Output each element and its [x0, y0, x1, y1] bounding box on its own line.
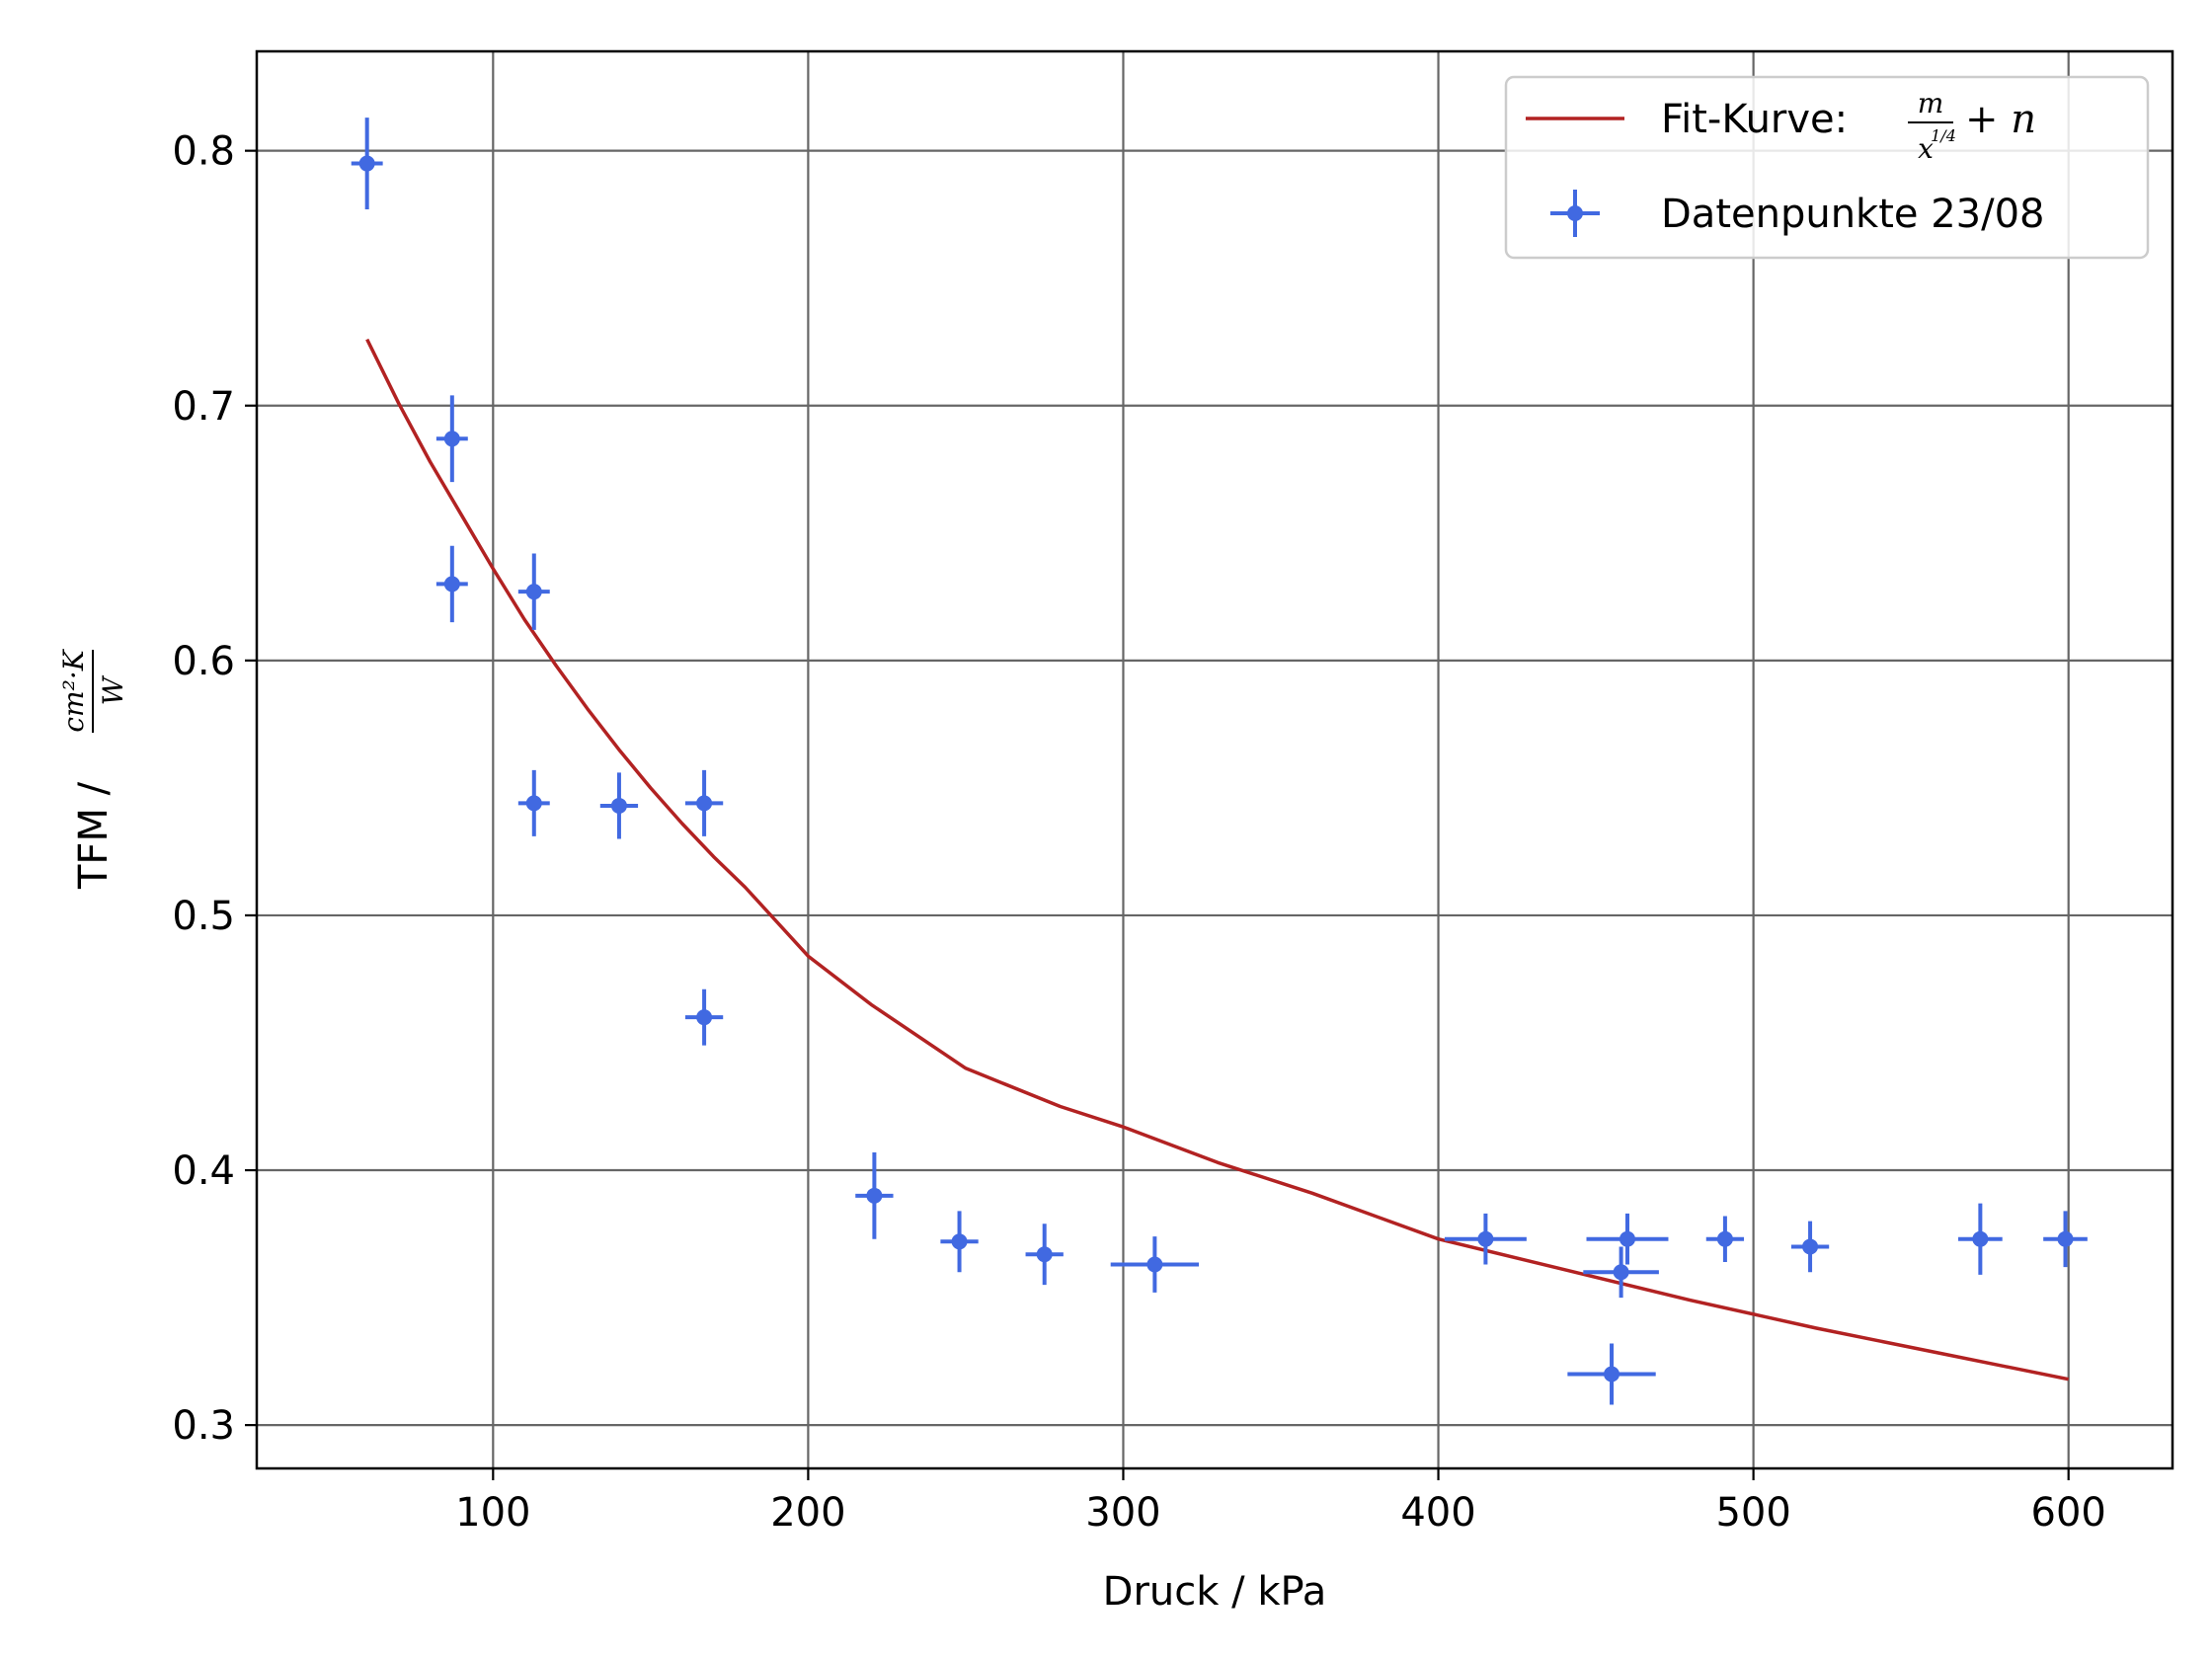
legend: Fit-Kurve: m x 1/4 + n Datenpunkte 23/08 [1506, 77, 2148, 258]
y-tick-label: 0.4 [172, 1148, 235, 1194]
data-point [1958, 1204, 2003, 1275]
y-tick-label: 0.6 [172, 639, 235, 684]
data-point-marker [359, 156, 375, 172]
y-axis-label-numerator: cm²·K [57, 648, 90, 732]
y-axis-label: TFM / cm²·K W [57, 648, 129, 890]
plot-frame [257, 51, 2172, 1468]
data-point-marker [1146, 1257, 1162, 1273]
data-point [1791, 1222, 1829, 1273]
data-point [855, 1152, 893, 1239]
data-point-marker [1620, 1231, 1635, 1247]
data-point-marker [611, 798, 627, 814]
data-point [1706, 1216, 1744, 1261]
legend-formula-denominator-exponent: 1/4 [1931, 126, 1956, 145]
data-point [600, 772, 638, 838]
legend-formula-suffix: + n [1965, 97, 2036, 142]
data-layer [352, 118, 2088, 1404]
data-point [518, 770, 550, 836]
data-point [685, 989, 723, 1046]
data-point-marker [1037, 1246, 1053, 1262]
grid-layer [257, 51, 2172, 1468]
data-point-marker [2058, 1231, 2074, 1247]
x-tick-label: 200 [770, 1490, 845, 1536]
data-point [352, 118, 383, 209]
data-point-marker [696, 1009, 712, 1025]
data-point-marker [1972, 1231, 1988, 1247]
legend-data-label: Datenpunkte 23/08 [1661, 192, 2045, 237]
x-tick-label: 100 [455, 1490, 530, 1536]
data-point-marker [1802, 1238, 1818, 1254]
data-point-marker [952, 1233, 968, 1249]
y-tick-label: 0.3 [172, 1403, 235, 1449]
y-axis-label-denominator: W [97, 674, 129, 705]
data-point-marker [1477, 1231, 1493, 1247]
data-point [2043, 1211, 2088, 1267]
x-tick-label: 300 [1085, 1490, 1160, 1536]
data-point-marker [526, 795, 542, 811]
data-point-marker [444, 576, 460, 592]
data-point-marker [1717, 1231, 1733, 1247]
y-axis-label-prefix: TFM / [71, 781, 117, 890]
y-tick-label: 0.5 [172, 894, 235, 939]
x-tick-label: 600 [2031, 1490, 2106, 1536]
data-point [685, 770, 723, 836]
y-tick-label: 0.7 [172, 384, 235, 430]
data-point-marker [526, 584, 542, 599]
x-tick-label: 500 [1715, 1490, 1790, 1536]
data-point [436, 546, 468, 622]
data-point [1026, 1224, 1064, 1285]
data-point [436, 395, 468, 482]
data-point-marker [696, 795, 712, 811]
data-point [1587, 1214, 1669, 1265]
fit-curve-line [367, 340, 2069, 1380]
x-axis-label: Druck / kPa [1103, 1569, 1327, 1615]
data-point-marker [1604, 1367, 1620, 1382]
tick-layer: 100 200 300 400 500 600 0.3 0.4 0.5 0.6 0.7 0.8 [172, 129, 2106, 1536]
y-tick-label: 0.8 [172, 129, 235, 175]
data-point-marker [444, 431, 460, 446]
x-tick-label: 400 [1400, 1490, 1475, 1536]
data-point [1567, 1344, 1655, 1405]
legend-fit-label: Fit-Kurve: [1661, 97, 1848, 142]
data-point [940, 1211, 978, 1272]
data-point-marker [866, 1188, 882, 1204]
data-point-marker [1614, 1264, 1629, 1280]
legend-formula-numerator: m [1918, 87, 1944, 119]
